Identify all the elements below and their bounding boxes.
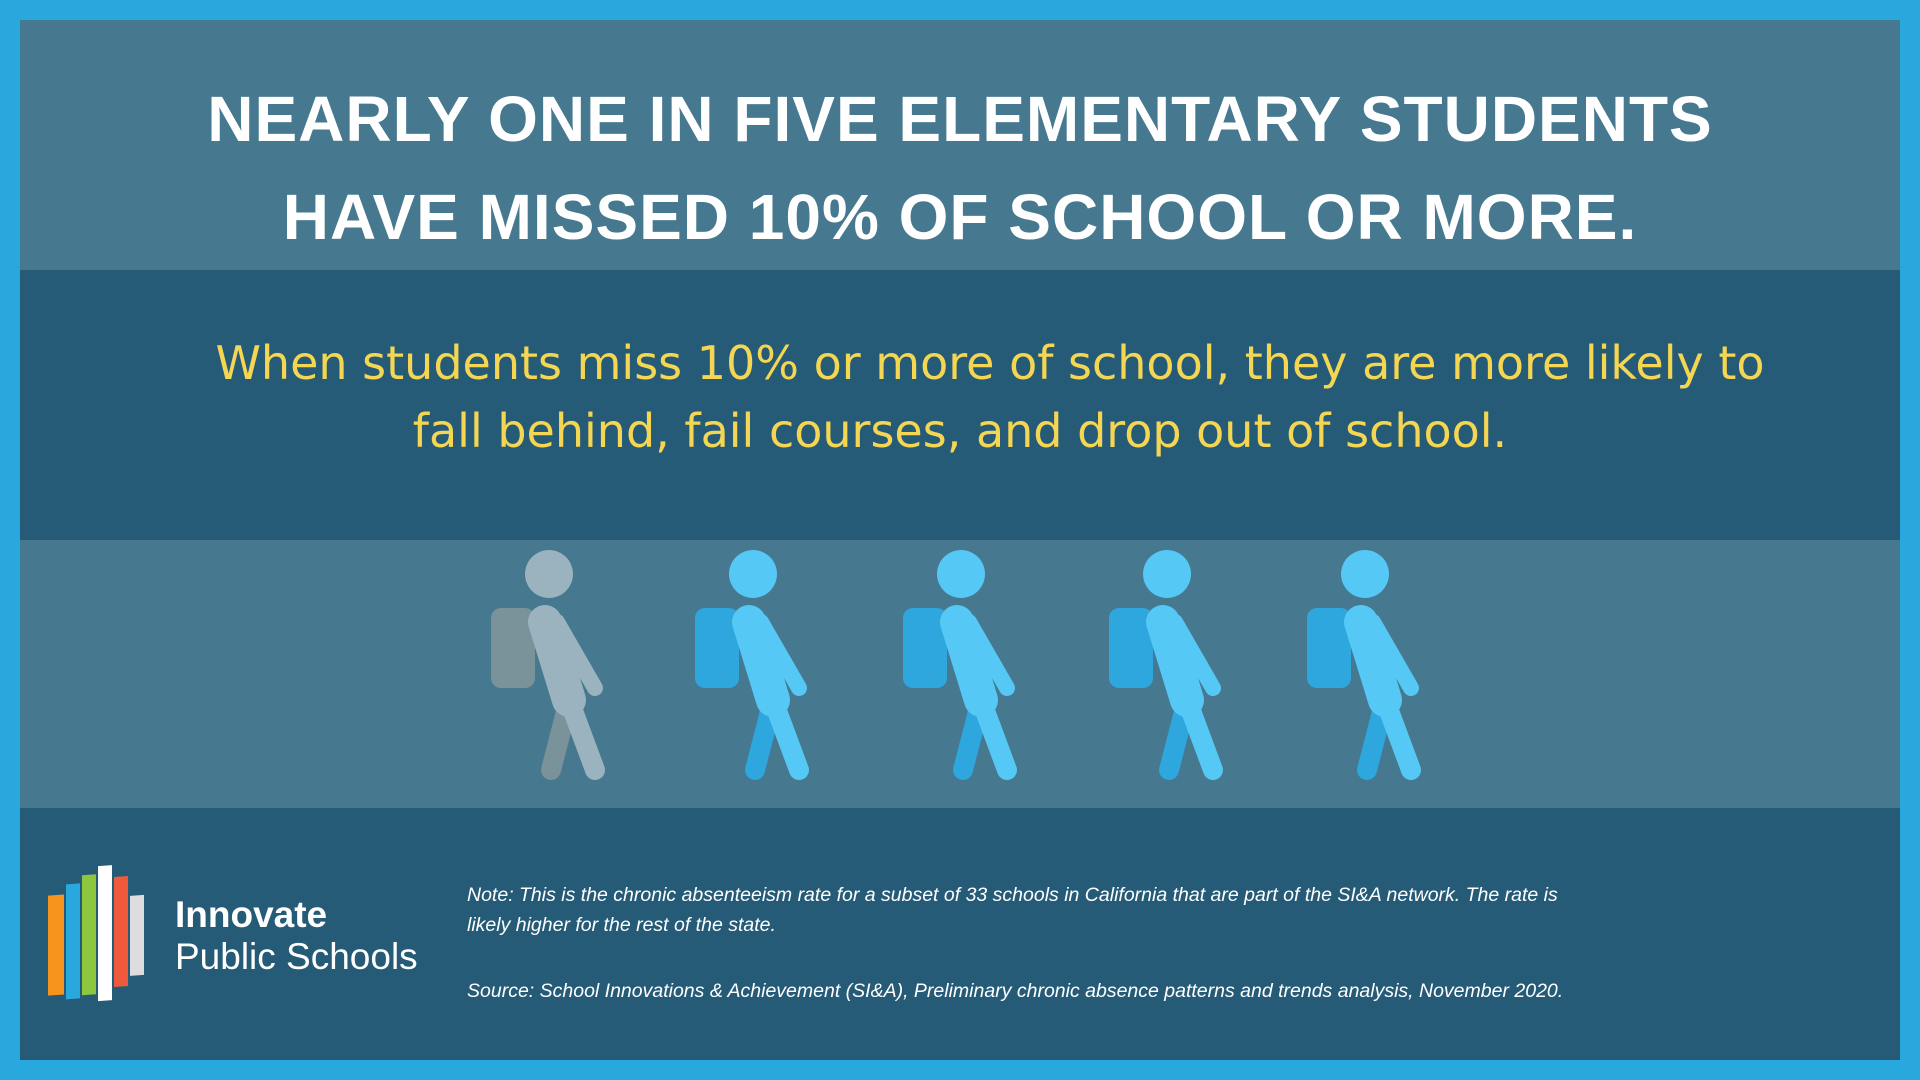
note-line: Note: This is the chronic absenteeism ra… (467, 884, 1558, 906)
figures (491, 550, 1411, 770)
absent-student (491, 550, 595, 770)
footer-band: Innovate Public Schools Note: This is th… (20, 808, 1900, 1060)
student (695, 550, 799, 770)
logo-subname: Public Schools (175, 936, 418, 977)
source: Source: School Innovations & Achievement… (467, 980, 1564, 1002)
note-line: likely higher for the rest of the state. (467, 914, 776, 936)
logo-mark (48, 865, 144, 1002)
header-band: NEARLY ONE IN FIVE ELEMENTARY STUDENTS H… (20, 20, 1900, 270)
student (903, 550, 1007, 770)
title-line: HAVE MISSED 10% OF SCHOOL OR MORE. (282, 181, 1638, 253)
subtitle-line: When students miss 10% or more of school… (215, 336, 1765, 390)
student (1109, 550, 1213, 770)
title-line: NEARLY ONE IN FIVE ELEMENTARY STUDENTS (207, 83, 1713, 155)
logo-name: Innovate (175, 894, 328, 935)
subtitle-band: When students miss 10% or more of school… (20, 270, 1900, 540)
student (1307, 550, 1411, 770)
figures-band (20, 540, 1900, 808)
subtitle-line: fall behind, fail courses, and drop out … (412, 404, 1508, 458)
